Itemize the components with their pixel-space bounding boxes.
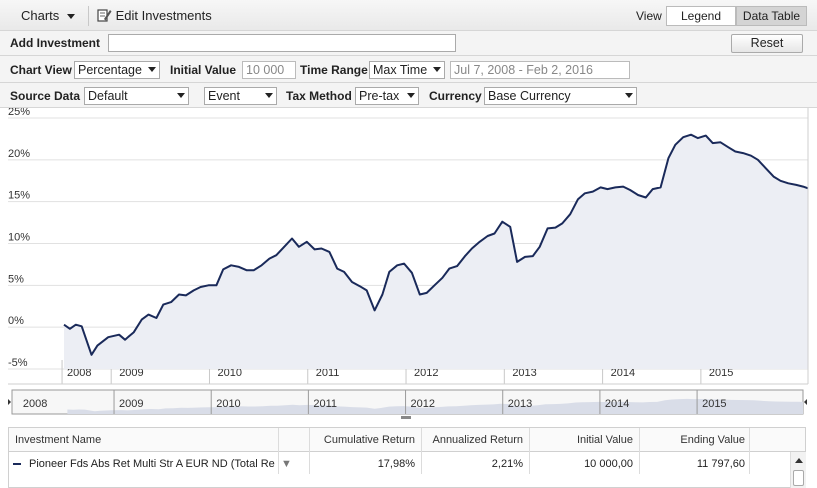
header-initial-value: Initial Value [576,434,633,446]
currency-label: Currency [429,89,482,103]
header-investment-name: Investment Name [15,434,102,446]
x-tick-label: 2008 [67,367,91,379]
series-area [64,134,808,369]
chevron-down-icon [433,67,441,72]
column-divider [749,428,750,474]
chevron-down-icon [625,93,633,98]
chart-view-value: Percentage [78,63,142,77]
y-tick-label: 5% [8,273,24,285]
reset-button[interactable]: Reset [731,34,803,53]
x-tick-label: 2011 [316,367,340,379]
legend-toggle[interactable]: Legend [666,6,736,26]
time-navigator[interactable]: 2008 2009 2010 2011 2012 2013 2014 2015 [0,388,817,424]
edit-investments-button[interactable]: Edit Investments [96,6,212,26]
x-tick-label: 2010 [217,367,241,379]
header-annualized-return: Annualized Return [432,434,523,446]
navigator-year-label: 2010 [216,398,240,410]
navigator-year-label: 2014 [605,398,629,410]
view-label: View [636,9,662,23]
currency-select[interactable]: Base Currency [484,87,637,105]
edit-investments-label: Edit Investments [115,8,212,23]
add-investment-input[interactable] [108,34,456,52]
column-divider [309,428,310,474]
navigator-year-label: 2011 [313,398,337,410]
y-tick-label: 20% [8,148,30,160]
navigator-year-label: 2012 [411,398,435,410]
chevron-down-icon [177,93,185,98]
currency-value: Base Currency [488,89,571,103]
investment-name: Pioneer Fds Abs Ret Multi Str A EUR ND (… [29,458,275,470]
chevron-down-icon [265,93,273,98]
tax-method-select[interactable]: Pre-tax [355,87,419,105]
initial-value-cell: 10 000,00 [584,458,633,470]
x-tick-label: 2012 [414,367,438,379]
ending-value-cell: 11 797,60 [696,458,745,470]
options-row-2: Source Data Default Event Tax Method Pre… [0,83,817,108]
chevron-down-icon [148,67,156,72]
navigator-year-label: 2008 [23,398,47,410]
navigator-left-handle-icon[interactable] [8,399,11,405]
event-value: Event [208,89,240,103]
event-select[interactable]: Event [204,87,277,105]
initial-value-input[interactable]: 10 000 [242,61,296,79]
table-header [9,428,805,452]
time-range-select[interactable]: Max Time [369,61,445,79]
chevron-down-icon [66,14,75,20]
y-tick-label: 15% [8,190,30,202]
date-range-input[interactable]: Jul 7, 2008 - Feb 2, 2016 [450,61,630,79]
x-tick-label: 2015 [709,367,733,379]
y-tick-label: 0% [8,315,24,327]
y-tick-label: 25% [8,108,30,118]
series-color-swatch [13,463,21,465]
toolbar-divider [88,6,89,26]
time-range-label: Time Range [300,63,368,77]
column-divider [529,428,530,474]
chevron-down-icon [407,93,415,98]
initial-value-label: Initial Value [170,63,237,77]
row-menu-icon[interactable]: ▼ [281,458,292,470]
table-scrollbar[interactable] [790,452,806,488]
navigator-year-label: 2009 [119,398,143,410]
tax-method-value: Pre-tax [359,89,400,103]
header-cumulative-return: Cumulative Return [323,434,415,446]
toolbar: Charts Edit Investments View Legend Data… [0,0,817,31]
cumulative-return-cell: 17,98% [377,458,415,470]
chart-view-label: Chart View [10,63,72,77]
investment-table: Investment Name Cumulative Return Annual… [8,427,806,488]
column-divider [278,428,279,474]
tax-method-label: Tax Method [286,89,352,103]
navigator-grip-icon[interactable] [401,416,411,419]
column-divider [421,428,422,474]
navigator-right-handle-icon[interactable] [804,399,807,405]
chart-view-select[interactable]: Percentage [74,61,160,79]
column-divider [639,428,640,474]
navigator-year-label: 2013 [508,398,532,410]
annualized-return-cell: 2,21% [491,458,523,470]
header-ending-value: Ending Value [680,434,745,446]
source-data-label: Source Data [10,89,81,103]
y-tick-label: 10% [8,232,30,244]
charts-menu-button[interactable]: Charts [21,6,75,26]
charts-label: Charts [21,8,60,23]
source-data-value: Default [88,89,128,103]
x-tick-label: 2014 [611,367,635,379]
add-investment-label: Add Investment [10,36,101,50]
navigator-area [67,398,803,414]
options-row-1: Chart View Percentage Initial Value 10 0… [0,56,817,83]
scroll-thumb[interactable] [793,470,804,486]
x-tick-label: 2009 [119,367,143,379]
performance-chart: 25% 20% 15% 10% 5% 0% -5% 2008 2009 2010 2011 2012 2… [8,108,809,385]
data-table-toggle[interactable]: Data Table [736,6,807,26]
scroll-up-icon[interactable] [795,458,803,463]
edit-icon [97,9,112,22]
x-tick-label: 2013 [512,367,536,379]
navigator-year-label: 2015 [702,398,726,410]
source-data-select[interactable]: Default [84,87,189,105]
y-tick-label: -5% [8,357,28,369]
add-investment-row: Add Investment Reset [0,31,817,56]
series-line [63,133,809,356]
time-range-value: Max Time [373,63,428,77]
